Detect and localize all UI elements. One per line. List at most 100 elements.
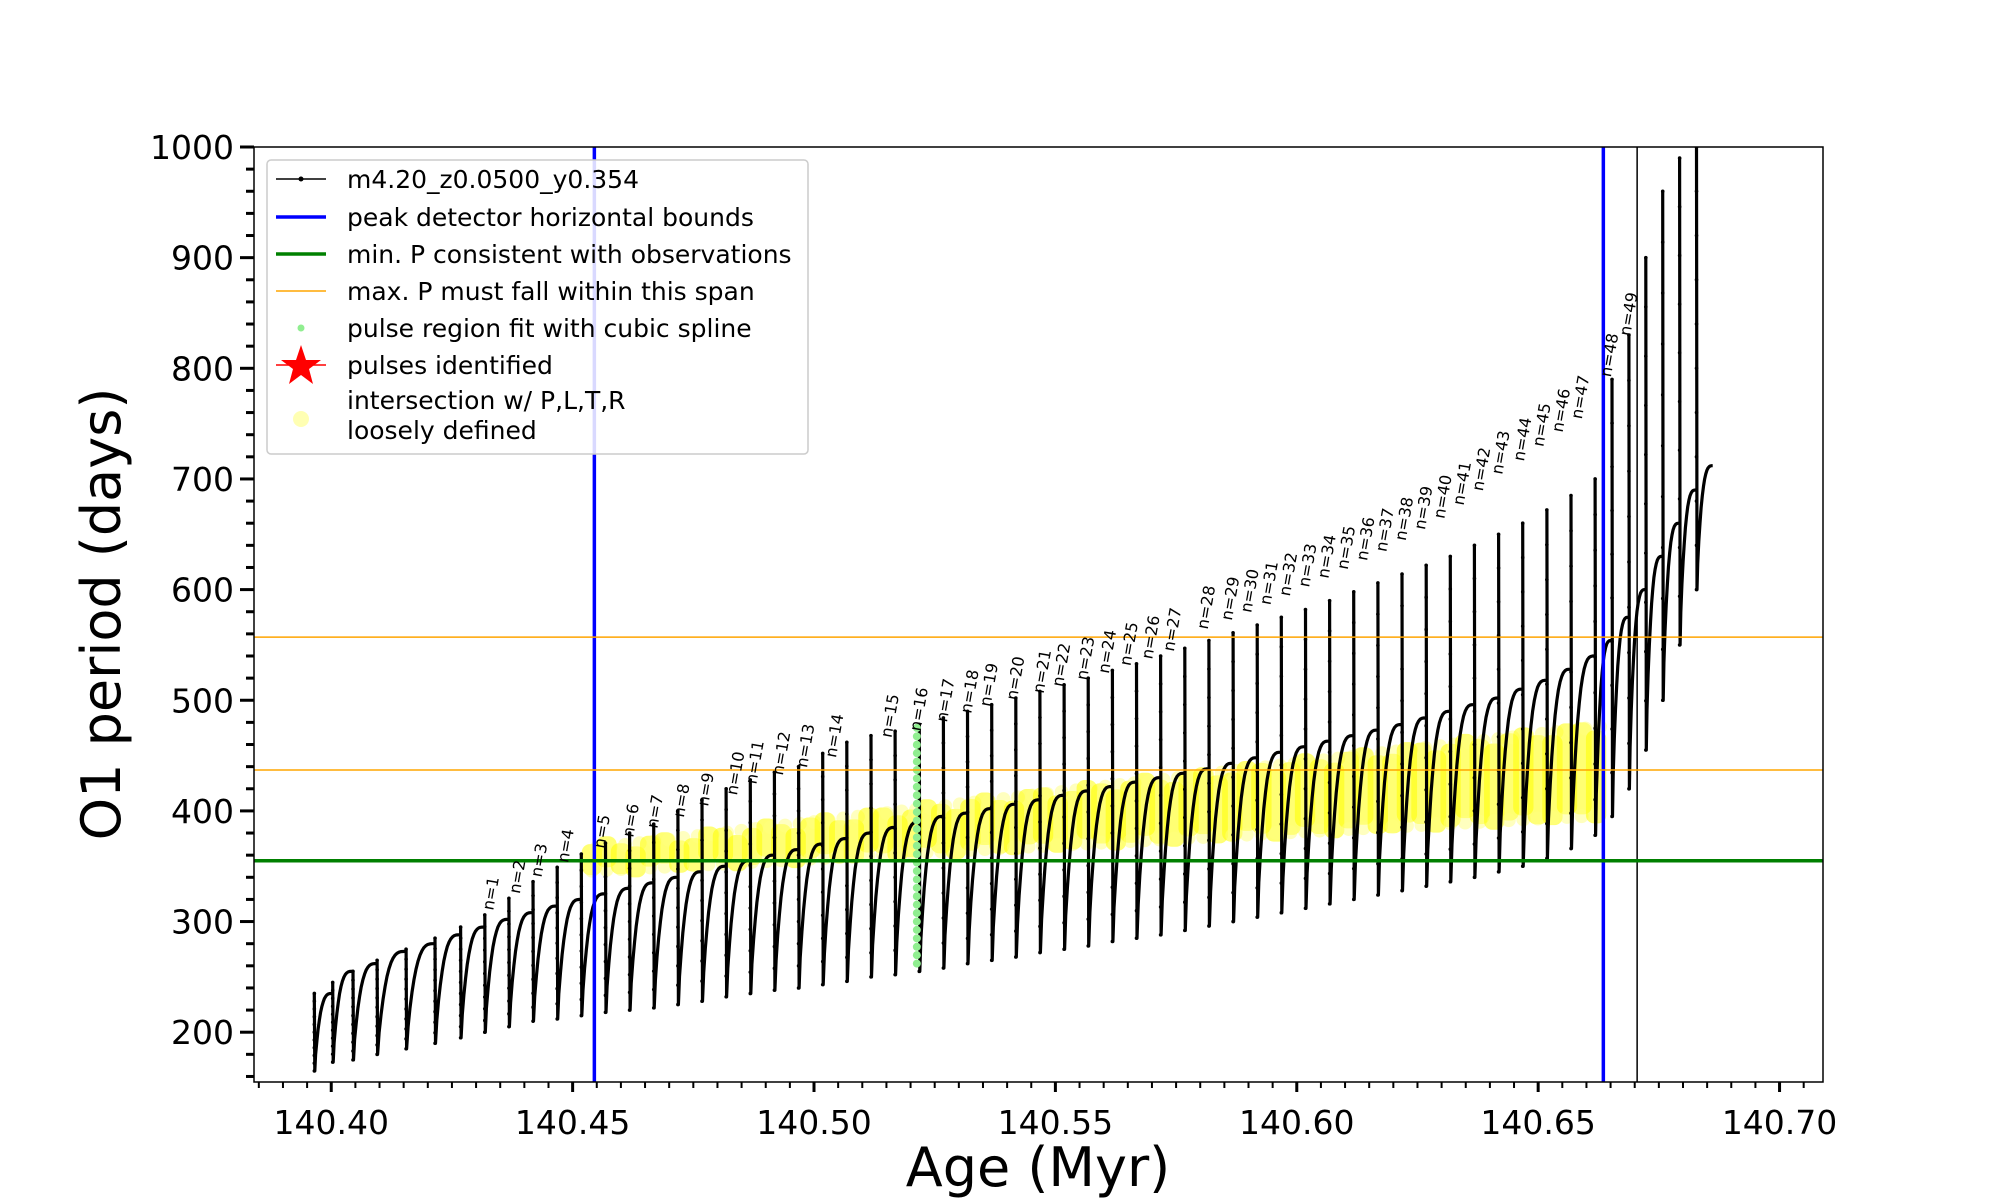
track-point xyxy=(404,977,408,981)
track-point xyxy=(1086,863,1091,868)
intersection-marker xyxy=(1196,829,1211,844)
track-point xyxy=(555,895,559,900)
track-point xyxy=(1569,529,1573,533)
track-point xyxy=(941,766,946,770)
track-point xyxy=(1110,939,1115,944)
track-point xyxy=(1644,502,1648,506)
track-cycle xyxy=(1231,632,1257,924)
track-point xyxy=(941,966,946,970)
track-point xyxy=(893,899,897,904)
legend-swatch-intersection xyxy=(293,411,309,427)
track-point xyxy=(1062,920,1066,925)
track-point xyxy=(1694,366,1699,371)
track-point xyxy=(1694,455,1699,459)
track-point xyxy=(375,967,379,972)
track-point xyxy=(579,900,584,905)
y-tick-label: 300 xyxy=(171,903,234,942)
intersection-marker xyxy=(1167,831,1182,846)
track-point xyxy=(1086,703,1091,707)
track-point xyxy=(1158,877,1163,881)
y-tick-label: 500 xyxy=(171,681,234,720)
track-point xyxy=(330,1012,335,1017)
track-point xyxy=(989,932,994,937)
track-point xyxy=(531,991,535,996)
track-point xyxy=(1231,659,1235,664)
track-point xyxy=(1677,594,1682,599)
spline-point xyxy=(912,723,921,732)
track-point xyxy=(531,963,535,968)
track-point xyxy=(404,967,408,971)
track-point xyxy=(869,975,873,979)
track-point xyxy=(1279,763,1284,767)
track-point xyxy=(772,922,777,927)
track-point xyxy=(700,838,704,842)
track-point xyxy=(579,884,584,889)
intersection-marker xyxy=(1385,819,1400,834)
spline-point xyxy=(912,808,921,817)
track-point xyxy=(1303,816,1308,821)
track-point xyxy=(1327,780,1332,785)
x-tick-label: 140.40 xyxy=(274,1103,389,1142)
track-point xyxy=(1496,701,1501,705)
track-cycle xyxy=(603,842,629,1014)
track-point xyxy=(1279,704,1284,708)
track-point xyxy=(1376,705,1380,710)
track-point xyxy=(1472,676,1477,680)
track-point xyxy=(603,1010,608,1015)
track-point xyxy=(989,856,994,860)
track-point xyxy=(1472,742,1477,747)
track-point xyxy=(1610,814,1614,819)
track-point xyxy=(330,1020,335,1025)
track-point xyxy=(1086,836,1091,841)
track-point xyxy=(820,982,825,987)
track-point xyxy=(433,1020,437,1025)
track-point xyxy=(1569,493,1573,498)
track-point xyxy=(1644,600,1648,605)
track-point xyxy=(1448,814,1453,819)
track-point xyxy=(989,702,994,707)
track-point xyxy=(820,774,825,779)
track-point xyxy=(404,957,408,961)
track-point xyxy=(1327,902,1332,906)
track-point xyxy=(1400,603,1404,608)
track-point xyxy=(1545,577,1549,582)
track-point xyxy=(869,806,873,810)
track-point xyxy=(1627,514,1631,519)
reference-lines-layer xyxy=(254,147,1823,1082)
track-point xyxy=(893,948,897,953)
track-point xyxy=(312,1045,317,1050)
track-point xyxy=(796,831,801,835)
track-point xyxy=(1424,755,1428,760)
track-point xyxy=(1472,576,1477,581)
track-point xyxy=(1158,682,1163,686)
track-point xyxy=(579,1013,584,1018)
track-point xyxy=(1472,709,1477,714)
track-point xyxy=(748,927,753,932)
intersection-marker xyxy=(1050,837,1065,852)
track-cycle xyxy=(375,949,405,1056)
track-point xyxy=(627,990,632,995)
track-point xyxy=(312,1007,317,1011)
track-point xyxy=(869,733,873,738)
track-cycle xyxy=(1038,691,1064,955)
track-cycle xyxy=(628,832,653,1012)
track-point xyxy=(893,778,897,782)
track-point xyxy=(627,848,632,853)
track-point xyxy=(1694,322,1699,326)
track-point xyxy=(845,788,849,792)
track-point xyxy=(1062,841,1066,846)
track-point xyxy=(375,986,379,991)
track-point xyxy=(1677,497,1682,501)
track-point xyxy=(1231,861,1235,866)
track-point xyxy=(482,1018,487,1023)
intersection-marker xyxy=(1006,840,1021,855)
track-point xyxy=(676,847,680,852)
track-point xyxy=(748,842,753,846)
track-point xyxy=(1424,691,1428,696)
track-point xyxy=(507,999,511,1003)
track-point xyxy=(1134,936,1139,940)
intersection-marker xyxy=(1268,825,1283,840)
track-point xyxy=(1303,757,1308,761)
track-point xyxy=(351,1022,355,1027)
track-point xyxy=(1303,667,1308,672)
